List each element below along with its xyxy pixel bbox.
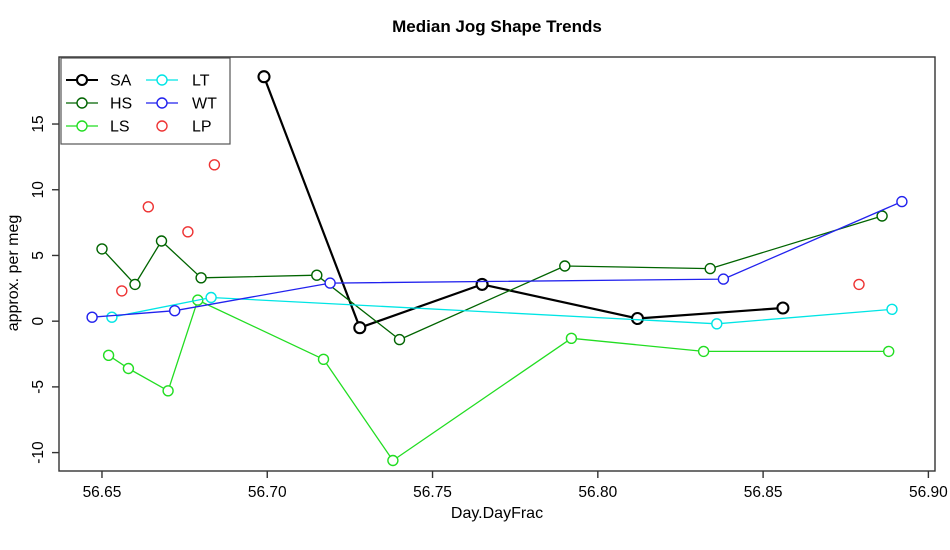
y-tick-label: 0: [30, 316, 47, 325]
data-point-HS: [704, 262, 716, 275]
data-point-LT: [205, 291, 217, 304]
data-point-LP: [142, 201, 155, 213]
x-axis: 56.65 56.70 56.75 56.80 56.85 56.90: [83, 471, 948, 501]
data-point-WT: [324, 277, 336, 289]
legend-label-LT: LT: [192, 73, 210, 90]
data-point-LS: [883, 345, 895, 358]
y-tick-label: 15: [30, 115, 47, 132]
x-tick-label: 56.75: [413, 484, 452, 501]
data-point-WT: [86, 311, 98, 323]
series-LS-line: [108, 299, 889, 462]
x-axis-label: Day.DayFrac: [450, 505, 544, 522]
data-point-LS: [102, 349, 115, 361]
series-HS: [96, 210, 888, 346]
data-point-LP: [182, 226, 194, 238]
data-point-SA: [257, 70, 271, 84]
data-point-HS: [195, 272, 207, 284]
series-LS: [102, 294, 895, 467]
legend-entry-LP: LP: [156, 119, 212, 136]
data-point-HS: [155, 235, 168, 247]
data-point-HS: [559, 260, 571, 272]
legend-marker-LP: [156, 120, 168, 132]
data-point-LS: [565, 332, 578, 344]
series-WT: [86, 195, 908, 323]
data-point-HS: [129, 278, 141, 291]
data-point-LT: [106, 311, 118, 323]
series-SA-line: [262, 76, 783, 329]
data-point-HS: [876, 210, 888, 222]
x-tick-label: 56.65: [83, 484, 122, 501]
legend-marker-SA: [75, 73, 89, 87]
data-point-LS: [387, 454, 399, 467]
series-SA: [257, 70, 790, 335]
data-point-HS: [311, 269, 323, 281]
legend-label-WT: WT: [192, 96, 217, 113]
legend-marker-HS: [76, 97, 88, 109]
series-LP: [116, 159, 865, 297]
data-point-LS: [122, 362, 135, 375]
legend-entry-HS: HS: [66, 96, 132, 113]
y-tick-label: 10: [30, 181, 47, 199]
data-point-WT: [896, 195, 908, 208]
legend-marker-WT: [156, 97, 168, 109]
data-point-HS: [393, 333, 406, 346]
x-tick-label: 56.85: [744, 484, 783, 501]
legend-entry-LT: LT: [146, 73, 210, 90]
legend-entry-LS: LS: [66, 119, 130, 136]
data-point-SA: [475, 277, 489, 291]
data-point-LP: [853, 278, 865, 291]
y-axis-label: approx. per meg: [5, 214, 22, 332]
legend-box: [60, 57, 231, 145]
series-LT-line: [111, 296, 893, 325]
data-point-LS: [697, 345, 710, 358]
x-tick-label: 56.70: [248, 484, 287, 501]
series-LT: [106, 291, 898, 330]
data-point-LT: [711, 318, 723, 330]
plot-frame: [58, 56, 936, 472]
data-point-WT: [168, 305, 181, 317]
legend-label-SA: SA: [110, 73, 132, 90]
legend-marker-LS: [76, 120, 88, 132]
legend-label-LP: LP: [192, 119, 212, 136]
data-point-LP: [208, 159, 221, 171]
y-axis: -10 -5 0 5 10 15: [30, 115, 59, 464]
data-point-LS: [162, 385, 174, 397]
data-point-LT: [886, 303, 898, 315]
data-point-LS: [317, 353, 330, 365]
legend-label-HS: HS: [110, 96, 132, 113]
legend-label-LS: LS: [110, 119, 130, 136]
y-tick-label: -10: [30, 441, 47, 464]
data-point-SA: [630, 311, 645, 326]
y-tick-label: -5: [30, 380, 47, 394]
data-point-SA: [353, 321, 367, 335]
data-point-LP: [116, 285, 128, 297]
series-HS-line: [101, 215, 883, 341]
legend-entry-WT: WT: [146, 96, 217, 113]
legend-marker-LT: [156, 74, 168, 86]
legend-entry-SA: SA: [66, 73, 132, 90]
data-point-SA: [776, 301, 790, 315]
legend: SA HS LS LT WT LP: [60, 57, 231, 145]
data-point-HS: [96, 243, 108, 255]
x-tick-label: 56.80: [578, 484, 617, 501]
chart-title: Median Jog Shape Trends: [392, 17, 602, 36]
y-tick-label: 5: [30, 251, 47, 260]
x-tick-label: 56.90: [909, 484, 948, 501]
data-point-WT: [717, 273, 730, 285]
